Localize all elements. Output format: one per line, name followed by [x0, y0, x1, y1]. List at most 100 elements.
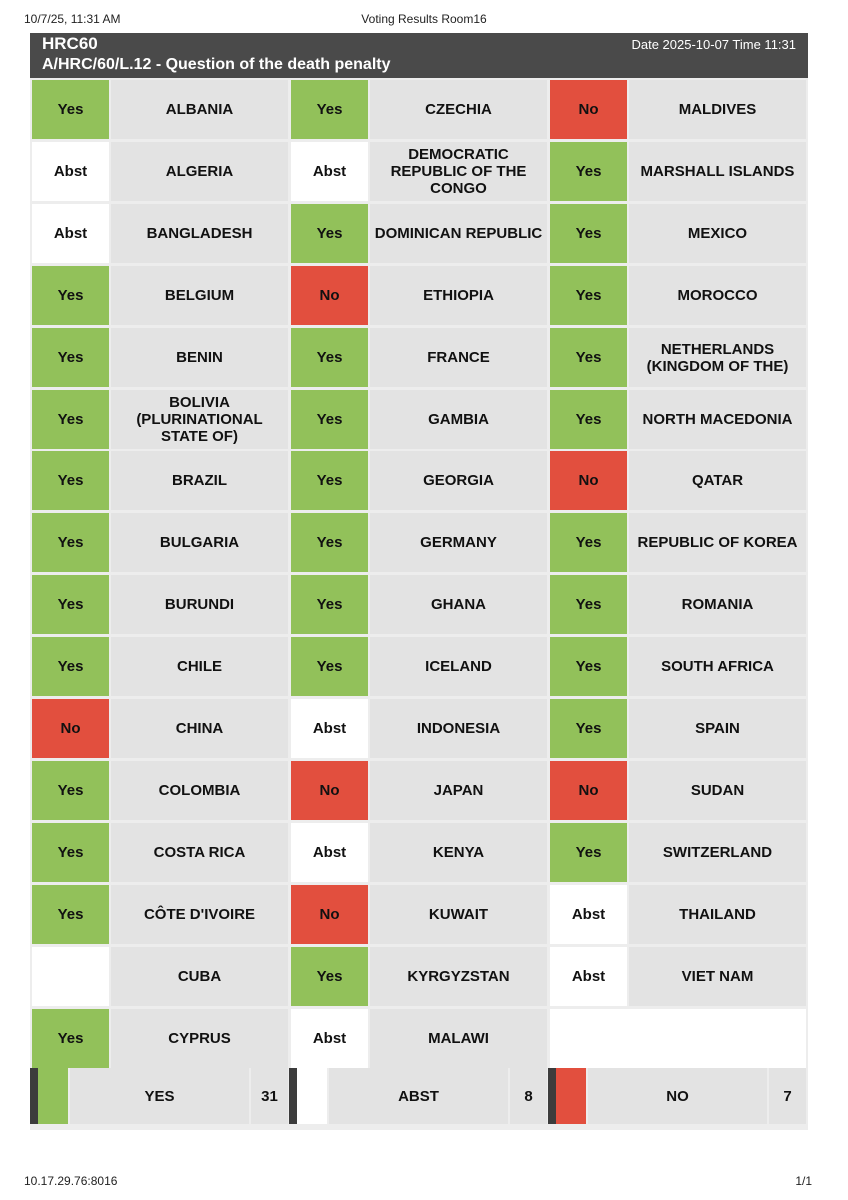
country-name: ALGERIA [111, 142, 288, 201]
server-address: 10.17.29.76:8016 [24, 1174, 118, 1188]
country-name: BRAZIL [111, 451, 288, 510]
vote-cell: Yes [550, 637, 627, 696]
vote-cell: Yes [291, 451, 368, 510]
resolution-title: A/HRC/60/L.12 - Question of the death pe… [42, 56, 391, 73]
print-title: Voting Results Room16 [361, 12, 487, 26]
vote-cell: Yes [550, 823, 627, 882]
vote-cell: Abst [291, 823, 368, 882]
summary-count: 7 [769, 1068, 806, 1124]
vote-cell: Yes [291, 637, 368, 696]
vote-cell: Yes [32, 885, 109, 944]
country-name: GAMBIA [370, 390, 547, 449]
vote-cell: Yes [32, 266, 109, 325]
summary-label: YES [70, 1068, 249, 1124]
vote-cell: Abst [291, 1009, 368, 1068]
vote-datetime: Date 2025-10-07 Time 11:31 [631, 37, 796, 52]
summary-swatch [38, 1068, 68, 1124]
country-name: ROMANIA [629, 575, 806, 634]
country-name: REPUBLIC OF KOREA [629, 513, 806, 572]
country-name: MALDIVES [629, 80, 806, 139]
country-name: MALAWI [370, 1009, 547, 1068]
summary-label: ABST [329, 1068, 508, 1124]
country-name: MOROCCO [629, 266, 806, 325]
vote-cell: Yes [32, 637, 109, 696]
vote-cell: Yes [32, 1009, 109, 1068]
summary-swatch [297, 1068, 327, 1124]
vote-cell: Yes [291, 575, 368, 634]
vote-cell: Yes [291, 513, 368, 572]
summary-edge [548, 1068, 556, 1124]
country-name: COSTA RICA [111, 823, 288, 882]
country-name: QATAR [629, 451, 806, 510]
vote-cell: Yes [550, 513, 627, 572]
vote-cell: Yes [32, 80, 109, 139]
session-title: HRC60 [42, 34, 98, 53]
country-name: SUDAN [629, 761, 806, 820]
summary-count: 31 [251, 1068, 288, 1124]
vote-cell [32, 947, 109, 1006]
country-name: CZECHIA [370, 80, 547, 139]
country-name: SPAIN [629, 699, 806, 758]
country-name: BENIN [111, 328, 288, 387]
country-name: MEXICO [629, 204, 806, 263]
country-name: BELGIUM [111, 266, 288, 325]
vote-cell: Abst [550, 947, 627, 1006]
vote-cell: Yes [32, 513, 109, 572]
vote-cell: Yes [550, 204, 627, 263]
vote-cell: Yes [291, 947, 368, 1006]
empty-slot [550, 1009, 806, 1068]
print-header: 10/7/25, 11:31 AM Voting Results Room16 [24, 12, 824, 28]
country-name: CUBA [111, 947, 288, 1006]
vote-cell: Abst [550, 885, 627, 944]
print-timestamp: 10/7/25, 11:31 AM [24, 12, 121, 26]
results-banner: HRC60 A/HRC/60/L.12 - Question of the de… [30, 33, 808, 78]
vote-cell: Yes [550, 142, 627, 201]
country-name: JAPAN [370, 761, 547, 820]
vote-cell: Yes [32, 328, 109, 387]
country-name: KENYA [370, 823, 547, 882]
country-name: ICELAND [370, 637, 547, 696]
vote-cell: Yes [32, 390, 109, 449]
country-name: ETHIOPIA [370, 266, 547, 325]
vote-cell: Yes [550, 575, 627, 634]
vote-cell: Yes [32, 575, 109, 634]
vote-cell: Yes [550, 390, 627, 449]
vote-cell: Yes [550, 328, 627, 387]
vote-cell: Abst [32, 204, 109, 263]
country-name: BURUNDI [111, 575, 288, 634]
vote-cell: Yes [291, 204, 368, 263]
vote-cell: No [291, 885, 368, 944]
summary-edge [289, 1068, 297, 1124]
country-name: KYRGYZSTAN [370, 947, 547, 1006]
vote-cell: Abst [32, 142, 109, 201]
vote-cell: Yes [32, 451, 109, 510]
country-name: BOLIVIA (PLURINATIONAL STATE OF) [111, 390, 288, 449]
country-name: GEORGIA [370, 451, 547, 510]
vote-cell: No [550, 451, 627, 510]
country-name: GHANA [370, 575, 547, 634]
summary-count: 8 [510, 1068, 547, 1124]
country-name: NORTH MACEDONIA [629, 390, 806, 449]
summary-edge [30, 1068, 38, 1124]
country-name: DOMINICAN REPUBLIC [370, 204, 547, 263]
vote-cell: No [32, 699, 109, 758]
summary-swatch [556, 1068, 586, 1124]
country-name: BULGARIA [111, 513, 288, 572]
country-name: NETHERLANDS (KINGDOM OF THE) [629, 328, 806, 387]
vote-cell: No [550, 80, 627, 139]
vote-cell: Yes [291, 80, 368, 139]
country-name: INDONESIA [370, 699, 547, 758]
vote-cell: Yes [550, 266, 627, 325]
vote-cell: Yes [291, 328, 368, 387]
vote-cell: No [291, 761, 368, 820]
country-name: CYPRUS [111, 1009, 288, 1068]
vote-cell: Yes [291, 390, 368, 449]
country-name: THAILAND [629, 885, 806, 944]
country-name: KUWAIT [370, 885, 547, 944]
country-name: CÔTE D'IVOIRE [111, 885, 288, 944]
vote-cell: Yes [32, 823, 109, 882]
country-name: VIET NAM [629, 947, 806, 1006]
country-name: CHINA [111, 699, 288, 758]
vote-cell: Abst [291, 142, 368, 201]
vote-cell: No [550, 761, 627, 820]
